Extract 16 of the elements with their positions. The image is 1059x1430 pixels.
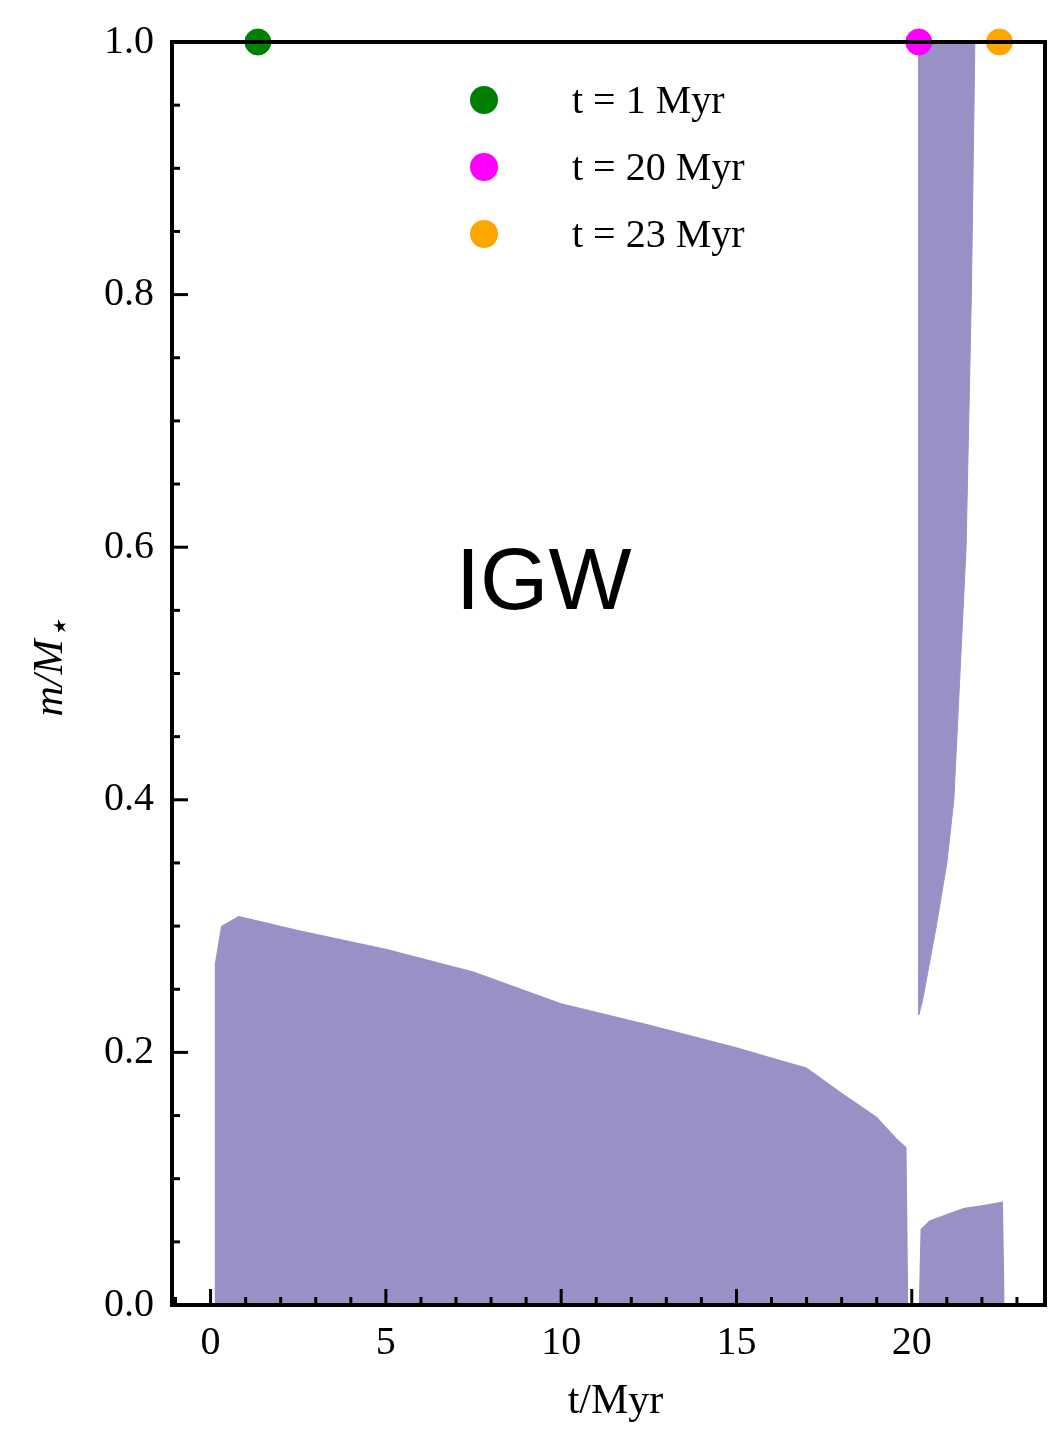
x-tick-label: 20	[891, 1317, 932, 1363]
y-tick-label: 1.0	[104, 16, 154, 62]
x-tick-label: 0	[200, 1317, 221, 1363]
y-tick-label: 0.8	[104, 269, 154, 315]
annotation: IGW	[455, 529, 632, 629]
x-axis-title: t/Myr	[566, 1375, 665, 1423]
legend-label: t = 1 Myr	[572, 76, 725, 123]
x-tick-label: 5	[375, 1317, 396, 1363]
x-tick-label: 10	[541, 1317, 582, 1363]
y-tick-label: 0.0	[104, 1279, 154, 1325]
y-tick-label: 0.6	[104, 521, 154, 567]
y-tick-label: 0.2	[104, 1026, 154, 1072]
x-tick-label: 15	[716, 1317, 757, 1363]
legend-label: t = 23 Myr	[572, 210, 745, 257]
y-tick-label: 0.4	[104, 774, 154, 820]
legend-label: t = 20 Myr	[572, 143, 745, 190]
